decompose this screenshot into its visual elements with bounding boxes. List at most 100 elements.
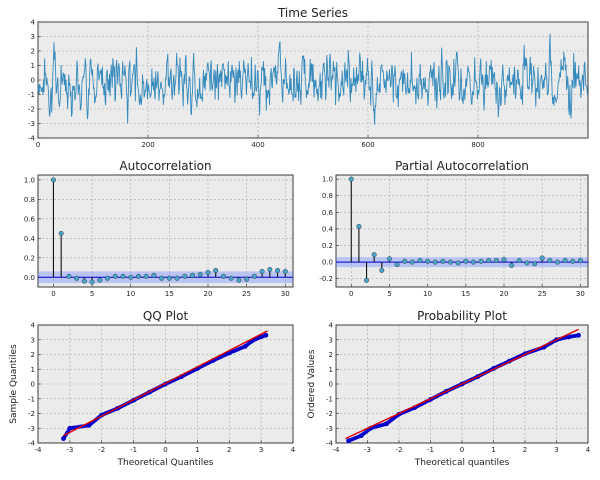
stem-marker [143,273,149,279]
stem-marker [509,262,515,268]
stem-marker [236,277,242,283]
x-tick-label: -2 [98,446,105,454]
x-tick-label: 15 [165,290,174,298]
stem-marker [66,273,72,279]
stem-marker [547,257,553,263]
y-tick-label: 0.0 [24,274,35,282]
x-tick-label: 2 [523,446,527,454]
plot-border [37,324,294,444]
stem-marker [205,269,211,275]
stem-marker [417,257,423,263]
stem-marker [554,259,560,265]
stem-marker [524,260,530,266]
y-tick-label: 0 [31,77,35,85]
plot-border [335,324,589,444]
y-tick-label: -3 [28,425,35,433]
x-tick-label: 5 [387,290,391,298]
stem-marker [120,273,126,279]
stem-marker [213,267,219,273]
y-tick-label: 1.0 [24,176,35,184]
quantile-point [358,433,364,439]
stem-marker [455,260,461,266]
stem-marker [58,230,64,236]
stem-marker [425,258,431,264]
quantile-point [61,436,66,441]
stem-marker [174,275,180,281]
stem-marker [539,255,545,261]
y-tick-label: 1 [329,366,333,374]
y-tick-label: 1 [31,62,35,70]
quantile-point [242,343,248,349]
stem-marker [486,257,492,263]
y-tick-label: 2 [329,351,333,359]
y-tick-label: 0.4 [322,225,334,233]
plot-area [335,174,589,288]
stem-marker [282,268,288,274]
x-tick-label: 25 [242,290,251,298]
x-tick-label: -3 [66,446,73,454]
chart-title: Probability Plot [417,309,507,323]
stem-marker [220,273,226,279]
y-tick-label: 3 [329,336,333,344]
x-tick-label: 3 [259,446,263,454]
y-tick-label: -1 [326,395,333,403]
stem-marker [151,272,157,278]
y-tick-label: 2 [31,351,35,359]
stem-marker [470,259,476,265]
x-tick-label: 25 [538,290,547,298]
x-tick-label: 600 [361,141,374,149]
x-tick-label: -1 [427,446,434,454]
y-tick-label: 0 [329,381,333,389]
x-tick-label: -4 [35,446,43,454]
y-tick-label: 0.4 [24,235,36,243]
plot-border [37,174,294,288]
stem-marker [371,252,377,258]
y-tick-label: -4 [28,440,36,448]
y-tick-label: 1.0 [322,176,333,184]
y-tick-label: 3 [31,336,35,344]
chart-title: QQ Plot [143,309,189,323]
x-tick-label: 30 [576,290,585,298]
y-tick-label: 0 [31,381,35,389]
x-tick-label: 2 [227,446,231,454]
stem-marker [267,266,273,272]
x-tick-label: 10 [126,290,135,298]
stem-marker [89,279,95,285]
stem-marker [432,259,438,265]
plot-border [335,174,589,288]
x-tick-label: 0 [460,446,464,454]
y-tick-label: -1 [28,91,35,99]
stem-marker [128,274,134,280]
x-tick-label: 0 [349,290,353,298]
y-tick-label: 0.2 [24,254,35,262]
stem-marker [386,256,392,262]
panel-qq: -4 -3 -2 -1 0 1 2 3 4 -4 -3 -2 -1 0 1 2 3 4 QQ Plot Theoret… [9,309,296,468]
y-tick-label: 4 [329,322,334,330]
stem-marker [478,258,484,264]
x-tick-label: 1 [491,446,495,454]
stem-marker [562,257,568,263]
y-tick-label: 4 [31,19,36,27]
stem-marker [135,273,141,279]
stem-marker [570,258,576,264]
stem-marker [493,257,499,263]
stem-marker [501,257,507,263]
y-tick-label: 0.8 [24,196,35,204]
x-axis-label: Theoretical quantiles [414,458,510,468]
y-tick-label: -2 [326,410,333,418]
stem-marker [166,275,172,281]
stem-marker [402,258,408,264]
x-tick-label: 0 [36,141,40,149]
y-tick-label: -3 [326,425,333,433]
quantile-point [576,332,581,338]
x-tick-label: 0 [51,290,55,298]
x-tick-label: 3 [554,446,558,454]
chart-title: Time Series [277,6,348,20]
x-tick-label: 400 [251,141,264,149]
y-tick-label: -4 [326,440,334,448]
y-tick-label: -2 [28,410,35,418]
quantile-point [86,422,92,428]
stem-marker [394,262,400,268]
y-tick-label: 3 [31,33,35,41]
y-tick-label: 0.2 [322,242,333,250]
